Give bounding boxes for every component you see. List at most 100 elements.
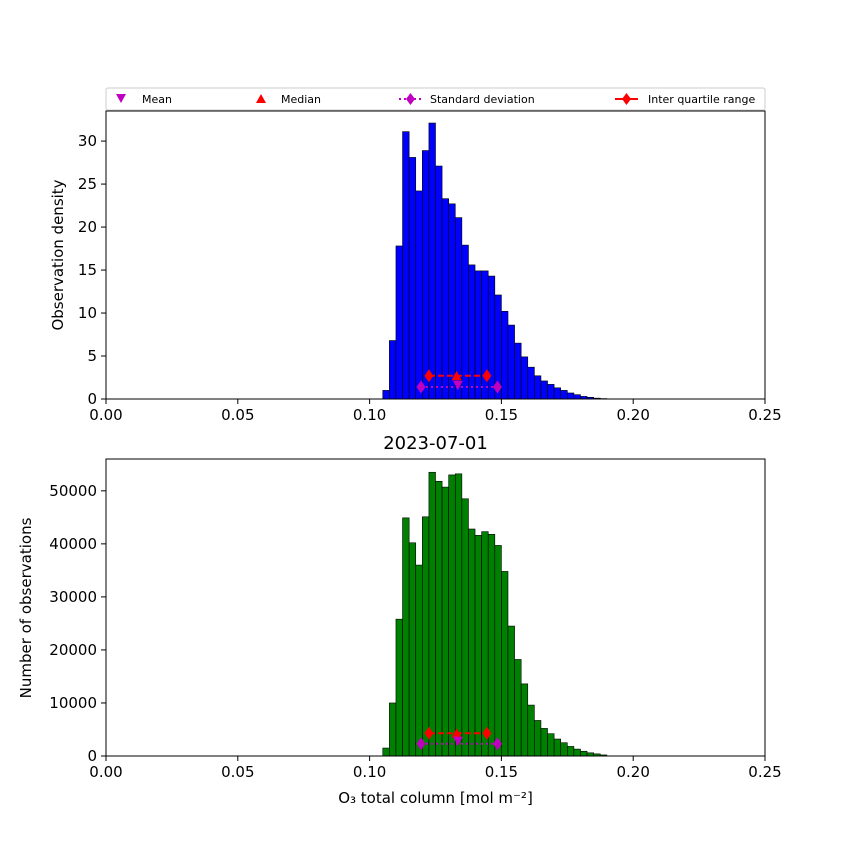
- top-histogram-bar: [422, 150, 430, 400]
- top-histogram-bar: [553, 387, 562, 400]
- bottom-histogram-bar: [441, 486, 449, 757]
- top-histogram-bar: [507, 324, 515, 400]
- bottom-y-axis-label: Number of observations: [17, 517, 35, 698]
- top-histogram-bar: [382, 390, 390, 400]
- bottom-histogram-bar: [540, 728, 548, 757]
- bottom-histogram-bar: [402, 517, 410, 757]
- bottom-median-marker: [451, 728, 462, 738]
- legend-std-label: Standard deviation: [430, 93, 535, 106]
- top-histogram-bar: [566, 392, 575, 400]
- bottom-histogram-bar: [435, 480, 443, 757]
- top-iqr-marker: [424, 369, 434, 383]
- top-histogram-bar: [441, 198, 449, 400]
- bottom-histogram-bars: [382, 471, 608, 757]
- top-histogram-bar: [514, 342, 522, 400]
- top-histogram-bar: [560, 390, 568, 400]
- bottom-x-tick-label: 0.05: [221, 763, 254, 781]
- bottom-std-marker: [416, 737, 426, 751]
- bottom-statistics-markers: [416, 726, 502, 751]
- top-histogram-bar: [395, 245, 403, 400]
- bottom-histogram-bar: [514, 659, 522, 757]
- bottom-histogram-bar: [507, 625, 515, 757]
- top-histogram-bar: [408, 157, 417, 400]
- bottom-y-tick-label: 30000: [49, 588, 97, 606]
- top-y-tick-label: 25: [78, 175, 97, 193]
- bottom-y-tick-label: 0: [87, 747, 97, 765]
- bottom-axes-frame: [105, 458, 766, 757]
- top-y-tick-label: 20: [78, 218, 97, 236]
- top-x-tick-label: 0.00: [89, 406, 122, 424]
- top-x-tick-label: 0.10: [353, 406, 386, 424]
- bottom-histogram-bar: [415, 564, 423, 757]
- bottom-y-tick-label: 50000: [49, 482, 97, 500]
- top-y-tick-label: 30: [78, 132, 97, 150]
- bottom-histogram-bar: [408, 542, 417, 757]
- bottom-x-tick-label: 0.15: [485, 763, 518, 781]
- bottom-iqr-marker: [424, 726, 434, 740]
- legend-frame: [105, 87, 766, 111]
- top-histogram-bar: [389, 340, 397, 400]
- top-x-tick-label: 0.20: [616, 406, 649, 424]
- bottom-histogram-bar: [428, 471, 436, 757]
- top-y-axis-label: Observation density: [49, 179, 67, 330]
- bottom-histogram-bar: [534, 720, 542, 757]
- legend-median-marker: [256, 94, 266, 103]
- top-histogram-bar: [428, 122, 436, 400]
- top-y-tick-label: 10: [78, 304, 97, 322]
- legend-mean-marker: [116, 94, 126, 103]
- top-histogram-bar: [547, 384, 555, 400]
- top-histogram-bar: [402, 131, 410, 400]
- legend-median-label: Median: [281, 93, 321, 106]
- top-histogram-bar: [415, 190, 423, 400]
- bottom-y-tick-label: 20000: [49, 641, 97, 659]
- top-axes-frame: [105, 110, 766, 400]
- top-x-axis: 0.00 0.05 0.10 0.15 0.20 0.25: [89, 399, 782, 424]
- top-y-tick-label: 5: [87, 347, 97, 365]
- bottom-x-tick-label: 0.20: [616, 763, 649, 781]
- bottom-histogram-bar: [527, 704, 535, 757]
- top-mean-marker: [452, 380, 463, 391]
- top-histogram-bar: [448, 203, 456, 400]
- top-histogram-bar: [487, 275, 496, 400]
- bottom-histogram-bar: [389, 702, 397, 757]
- top-iqr-marker: [482, 369, 492, 383]
- top-y-tick-label: 0: [87, 390, 97, 408]
- bottom-chart-title: 2023-07-01: [383, 433, 488, 454]
- top-std-marker: [416, 380, 426, 394]
- top-histogram-bar: [474, 270, 482, 400]
- legend-iqr-marker: [622, 93, 631, 105]
- top-histogram-bars: [382, 122, 608, 400]
- bottom-x-axis-label: O₃ total column [mol m⁻²]: [338, 789, 533, 807]
- bottom-histogram-bar: [553, 738, 562, 757]
- bottom-histogram-bar: [501, 571, 509, 757]
- top-x-tick-label: 0.05: [221, 406, 254, 424]
- bottom-mean-marker: [452, 736, 463, 747]
- bottom-histogram-bar: [422, 516, 430, 757]
- top-histogram-bar: [527, 366, 535, 400]
- bottom-y-tick-label: 10000: [49, 694, 97, 712]
- legend-std-marker: [406, 93, 415, 105]
- top-y-axis: 0 5 10 15 20 25 30: [78, 132, 106, 408]
- top-x-tick-label: 0.25: [748, 406, 781, 424]
- bottom-histogram-bar: [461, 498, 469, 757]
- bottom-x-tick-label: 0.10: [353, 763, 386, 781]
- top-histogram-panel: 0.00 0.05 0.10 0.15 0.20 0.25 0 5 10 15 20 25 30 Ob…: [49, 110, 782, 424]
- bottom-histogram-bar: [566, 746, 575, 757]
- bottom-y-axis: 0 10000 20000 30000 40000 50000: [49, 482, 106, 765]
- bottom-y-tick-label: 40000: [49, 535, 97, 553]
- bottom-histogram-bar: [520, 683, 529, 757]
- top-histogram-bar: [573, 394, 581, 400]
- bottom-histogram-bar: [547, 733, 555, 757]
- top-histogram-bar: [501, 311, 509, 400]
- top-y-tick-label: 15: [78, 261, 97, 279]
- top-statistics-markers: [416, 369, 502, 394]
- bottom-x-tick-label: 0.25: [748, 763, 781, 781]
- bottom-histogram-bar: [382, 747, 390, 757]
- top-median-marker: [451, 370, 462, 381]
- top-std-marker: [492, 380, 502, 394]
- bottom-histogram-bar: [468, 528, 476, 757]
- bottom-histogram-bar: [481, 531, 489, 757]
- bottom-x-tick-label: 0.00: [89, 763, 122, 781]
- bottom-std-marker: [492, 737, 502, 751]
